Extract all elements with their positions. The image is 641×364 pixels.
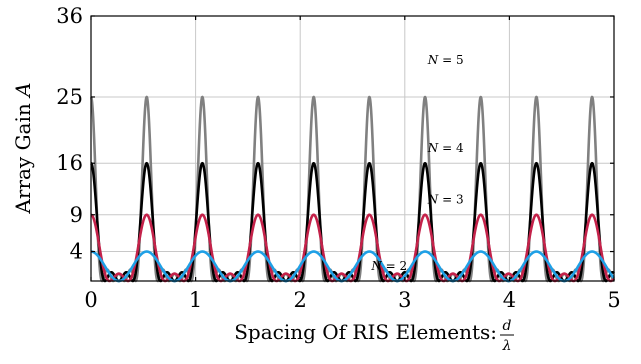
series-lines [89, 95, 616, 283]
series-label-n2: N = 2 [370, 259, 407, 273]
x-tick-label: 4 [503, 288, 516, 312]
x-axis-label-numerator: d [503, 318, 512, 334]
x-axis-label-text: Spacing Of RIS Elements: [234, 320, 497, 344]
series-line-n4 [89, 161, 616, 283]
ticks [90, 15, 615, 281]
x-tick-label: 0 [84, 288, 97, 312]
y-tick-label: 9 [70, 203, 83, 227]
series-label-n3: N = 3 [427, 193, 464, 207]
y-axis-label-text: Array Gain [11, 103, 35, 214]
y-axis-label-symbol: A [11, 82, 35, 98]
series-label-n4: N = 4 [427, 141, 464, 155]
x-tick-label: 1 [189, 288, 202, 312]
y-axis-label: Array Gain A [11, 82, 35, 214]
y-tick-label: 25 [56, 85, 83, 109]
series-labels: N = 2 N = 3 N = 4 N = 5 [370, 53, 464, 273]
y-tick-label: 4 [70, 240, 83, 264]
tick-labels: 0 1 2 3 4 5 4 9 16 25 36 [56, 4, 620, 312]
x-axis-label: Spacing Of RIS Elements: d λ [234, 318, 514, 354]
series-label-n5: N = 5 [427, 53, 464, 67]
x-tick-label: 2 [294, 288, 307, 312]
grid [91, 16, 614, 281]
series-line-n2 [89, 250, 616, 283]
series-line-n3 [89, 213, 616, 283]
series-line-n5 [89, 95, 616, 283]
y-tick-label: 16 [56, 151, 83, 175]
x-tick-label: 3 [398, 288, 411, 312]
x-axis-label-denominator: λ [502, 338, 512, 354]
x-tick-label: 5 [607, 288, 620, 312]
y-tick-label: 36 [56, 4, 83, 28]
plot-frame [90, 15, 615, 282]
